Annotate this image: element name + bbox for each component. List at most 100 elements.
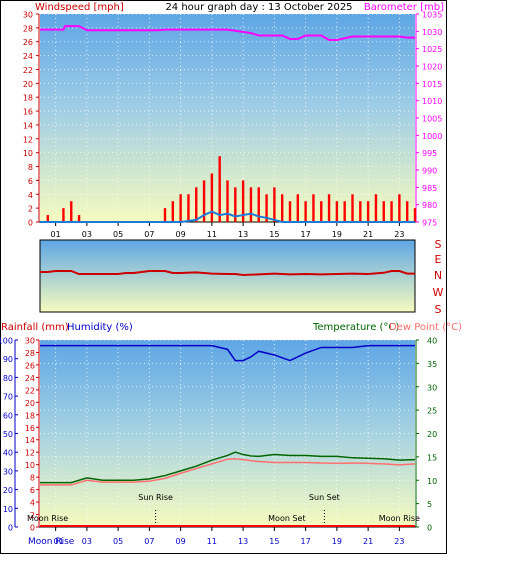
- wind-gust-bar: [312, 194, 315, 222]
- wind-gust-bar: [382, 201, 385, 222]
- barometer-y-tick-label: 1035: [422, 11, 442, 20]
- top-left-axis-label: Windspeed [mph]: [35, 2, 124, 13]
- temp-y-tick-label: 30: [427, 383, 437, 392]
- direction-label-e: E: [435, 253, 442, 266]
- temp-y-tick-label: 10: [427, 477, 437, 486]
- rain-y-tick-label: 10: [25, 461, 35, 470]
- humidity-y-tick-label: 50: [3, 430, 13, 439]
- bottom-x-tick-label: 01: [54, 537, 64, 546]
- wind-gust-bar: [218, 156, 221, 222]
- rain-y-tick-label: 6: [30, 486, 35, 495]
- bottom-x-tick-label: 23: [394, 537, 404, 546]
- moon-set-label: Moon Set: [268, 514, 305, 523]
- wind-gust-bar: [320, 201, 323, 222]
- top-x-tick-label: 03: [82, 230, 92, 239]
- wind-gust-bar: [405, 201, 409, 222]
- barometer-y-tick-label: 1010: [422, 97, 442, 106]
- humidity-y-tick-label: 0: [8, 524, 13, 533]
- dewpoint-line: [40, 457, 416, 486]
- rain-y-tick-label: 12: [25, 449, 35, 458]
- bottom-x-tick-label: 07: [144, 537, 154, 546]
- wind-y-tick-label: 24: [23, 52, 33, 61]
- wind-gust-bar: [304, 201, 307, 222]
- rain-y-tick-label: 14: [25, 436, 35, 445]
- temperature-line: [40, 451, 416, 484]
- bottom-x-tick-label: 11: [207, 537, 217, 546]
- barometer-y-tick-label: 990: [422, 167, 437, 176]
- temp-y-tick-label: 0: [427, 524, 432, 533]
- humidity-line: [40, 344, 415, 362]
- wind-gust-bar: [296, 194, 300, 222]
- rain-y-tick-label: 30: [25, 337, 35, 346]
- top-x-tick-label: 01: [51, 230, 61, 239]
- wind-gust-bar: [163, 208, 167, 222]
- wind-gust-bar: [374, 194, 378, 222]
- wind-y-tick-label: 2: [28, 205, 33, 214]
- wind-gust-bar: [273, 187, 276, 222]
- wind-gust-bar: [46, 215, 50, 222]
- wind-y-tick-label: 8: [28, 163, 33, 172]
- top-right-axis-label: Barometer [mb]: [364, 2, 444, 13]
- humidity-y-tick-label: 10: [3, 505, 13, 514]
- top-x-tick-label: 07: [144, 230, 154, 239]
- temp-y-tick-label: 5: [427, 500, 432, 509]
- temperature-axis-label: Temperature (°C): [312, 322, 399, 333]
- direction-label-n: N: [434, 269, 442, 282]
- rain-y-tick-label: 26: [25, 361, 35, 370]
- top-x-tick-label: 13: [238, 230, 248, 239]
- wind-average-line: [40, 210, 415, 223]
- sun-rise-label: Sun Rise: [138, 493, 173, 502]
- temp-y-tick-label: 20: [427, 430, 437, 439]
- barometer-y-tick-label: 980: [422, 201, 437, 210]
- bottom-x-tick-label: 21: [363, 537, 373, 546]
- humidity-y-tick-label: 80: [3, 374, 13, 383]
- barometer-y-tick-label: 1015: [422, 80, 442, 89]
- top-x-tick-label: 19: [332, 230, 342, 239]
- humidity-y-tick-label: 90: [3, 355, 13, 364]
- wind-gust-bar: [187, 194, 190, 222]
- sun-set-label: Sun Set: [309, 493, 340, 502]
- direction-label-w: W: [433, 286, 444, 299]
- wind-y-tick-label: 26: [23, 38, 33, 47]
- temp-y-tick-label: 40: [427, 337, 437, 346]
- top-x-tick-label: 17: [301, 230, 311, 239]
- wind-gust-bar: [359, 201, 362, 222]
- rain-y-tick-label: 16: [25, 424, 35, 433]
- barometer-y-tick-label: 985: [422, 184, 437, 193]
- wind-gust-bar: [280, 194, 284, 222]
- temp-y-tick-label: 25: [427, 407, 437, 416]
- wind-gust-bar: [265, 194, 268, 222]
- barometer-y-tick-label: 1030: [422, 28, 442, 37]
- wind-gust-bar: [335, 201, 339, 222]
- direction-label-s-top: S: [435, 238, 442, 251]
- wind-barometer-panel: Windspeed [mph] 24 hour graph day : 13 O…: [23, 2, 444, 239]
- wind-y-tick-label: 6: [28, 177, 33, 186]
- wind-gust-bar: [202, 180, 206, 222]
- humidity-axis-label: Humidity (%): [67, 322, 133, 333]
- wind-y-tick-label: 4: [28, 191, 33, 200]
- humidity-y-tick-label: 20: [3, 486, 13, 495]
- wind-gust-bar: [343, 201, 346, 222]
- bottom-x-tick-label: 17: [301, 537, 311, 546]
- wind-y-tick-label: 12: [23, 135, 33, 144]
- wind-y-tick-label: 22: [23, 66, 33, 75]
- humidity-y-tick-label: 70: [3, 393, 13, 402]
- wind-gust-bar: [234, 187, 237, 222]
- rain-y-tick-label: 18: [25, 411, 35, 420]
- wind-y-tick-label: 10: [23, 149, 33, 158]
- wind-gust-bar: [249, 187, 253, 222]
- barometer-y-tick-label: 1020: [422, 63, 442, 72]
- wind-gust-bar: [210, 173, 214, 222]
- top-x-tick-label: 23: [394, 230, 404, 239]
- chart-title: 24 hour graph day : 13 October 2025: [165, 2, 352, 13]
- temp-y-tick-label: 15: [427, 453, 437, 462]
- wind-y-tick-label: 0: [28, 219, 33, 228]
- wind-gust-bar: [398, 194, 401, 222]
- rain-y-tick-label: 8: [30, 474, 35, 483]
- wind-direction-panel: S E N W S: [39, 238, 444, 316]
- wind-gust-bar: [327, 194, 331, 222]
- wind-gust-bar: [413, 208, 417, 222]
- wind-gust-bar: [226, 180, 229, 222]
- rain-y-tick-label: 22: [25, 386, 35, 395]
